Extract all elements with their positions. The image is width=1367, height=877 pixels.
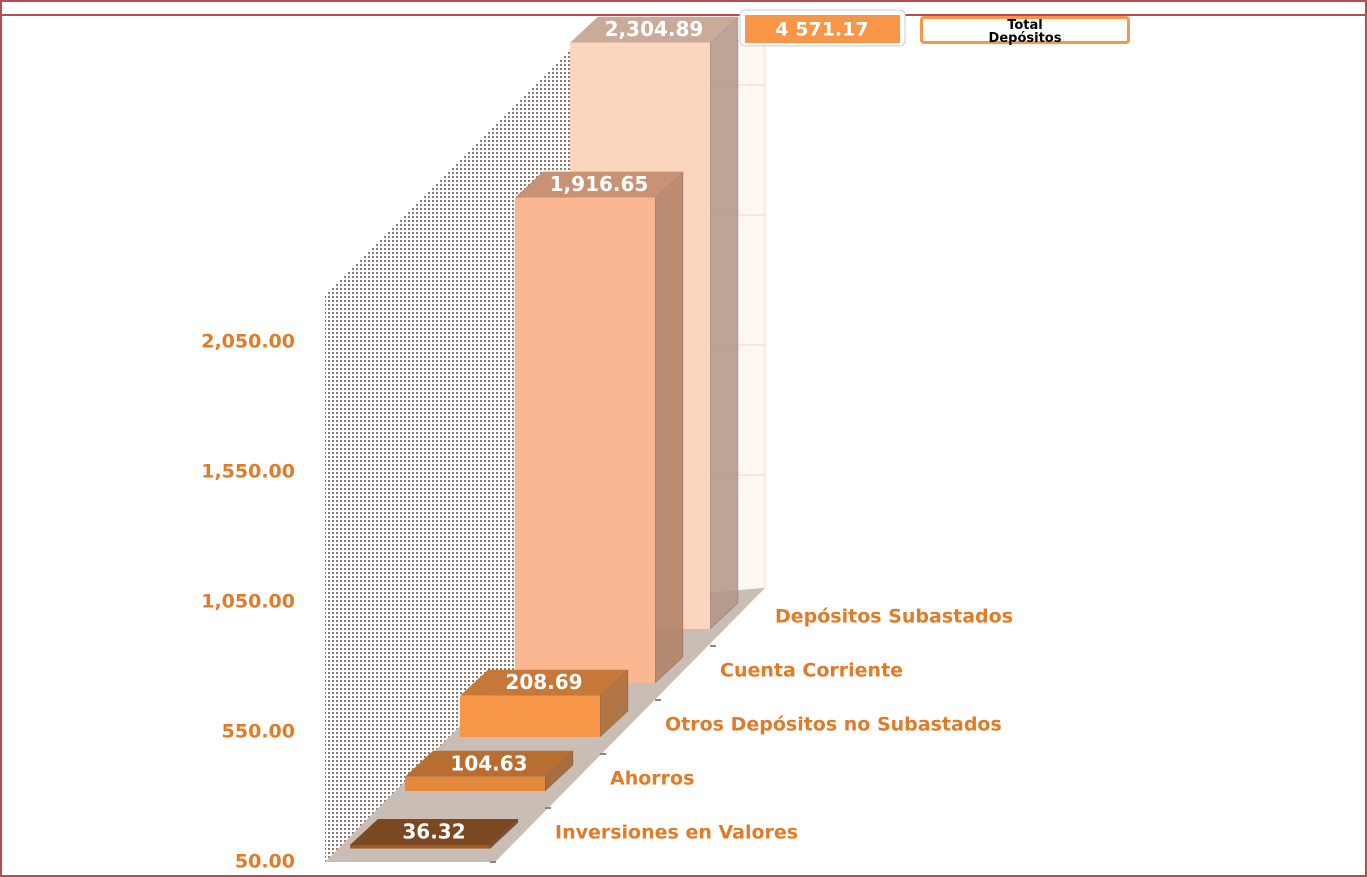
y-tick-label: 50.00 <box>235 851 295 873</box>
bar-side <box>654 170 684 685</box>
bar-top <box>405 750 573 777</box>
bar <box>460 695 600 737</box>
y-tick-label: 550.00 <box>222 721 295 743</box>
bar <box>350 845 490 849</box>
category-label: Inversiones en Valores <box>555 822 798 844</box>
value-label: 2,304.89 <box>605 17 704 41</box>
category-label: Ahorros <box>610 768 694 790</box>
value-label: 36.32 <box>402 820 465 844</box>
y-tick-label: 1,050.00 <box>201 591 295 613</box>
y-tick-label: 1,550.00 <box>201 461 295 483</box>
total-label: 4 571.17 <box>775 19 868 41</box>
bar-side <box>709 15 739 631</box>
bar-top <box>460 669 628 696</box>
bar-top <box>350 819 518 845</box>
category-label: Otros Depósitos no Subastados <box>665 714 1002 736</box>
bar-top <box>515 171 683 198</box>
bar <box>405 776 545 791</box>
value-label: 208.69 <box>505 670 582 694</box>
value-label: 1,916.65 <box>550 172 649 196</box>
category-label: Cuenta Corriente <box>720 660 903 682</box>
y-tick-label: 2,050.00 <box>201 331 295 353</box>
total-text: Total Depósitos <box>920 16 1130 45</box>
bar <box>515 197 655 683</box>
value-label: 104.63 <box>450 751 527 775</box>
total-box <box>745 15 900 43</box>
bar-top <box>570 16 738 43</box>
category-label: Depósitos Subastados <box>775 606 1013 628</box>
